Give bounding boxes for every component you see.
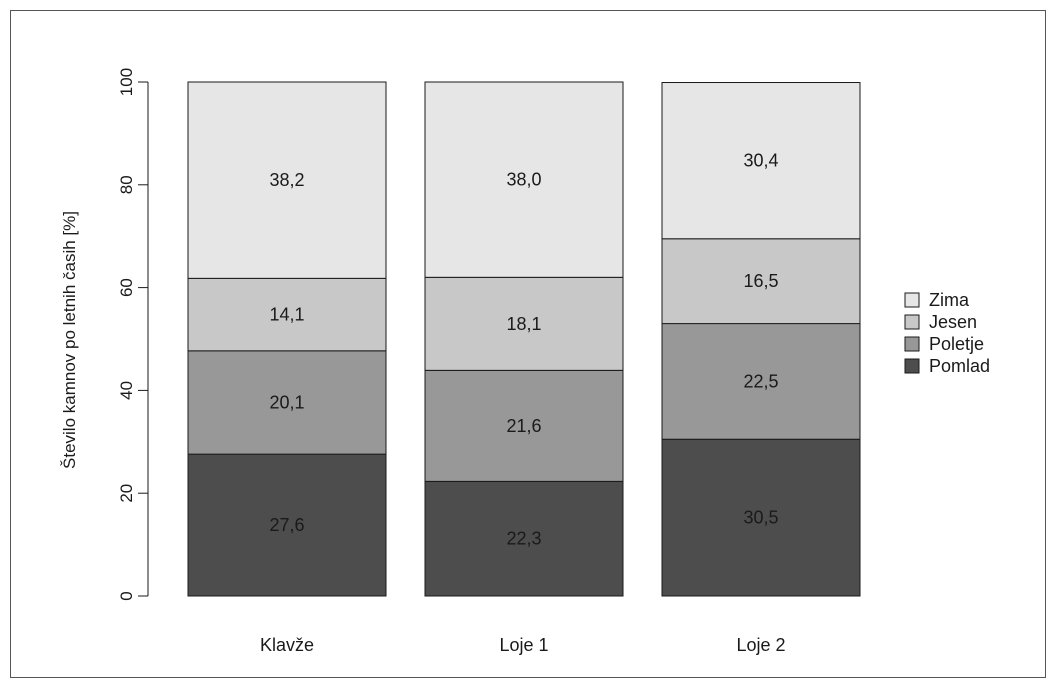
bar-segment: [187, 350, 387, 455]
data-label: 16,5: [743, 271, 778, 291]
bar-segment: [661, 323, 861, 440]
data-label: 21,6: [506, 416, 541, 436]
bar-segment: [424, 81, 624, 278]
y-tick-label: 80: [117, 175, 136, 194]
y-axis-label: Število kamnov po letnih časih [%]: [60, 211, 79, 469]
data-label: 38,0: [506, 170, 541, 190]
data-label: 14,1: [269, 305, 304, 325]
legend-swatch: [904, 314, 920, 330]
category-labels: Klavže Loje 1 Loje 2: [260, 635, 786, 655]
data-label: 27,6: [269, 515, 304, 535]
legend-item: Zima: [929, 290, 970, 310]
bar-segment: [187, 277, 387, 352]
y-tick-label: 60: [117, 278, 136, 297]
data-label: 22,5: [743, 371, 778, 391]
legend-swatch: [904, 358, 920, 374]
bar-segment: [661, 82, 861, 240]
data-label: 30,4: [743, 151, 778, 171]
data-label: 38,2: [269, 170, 304, 190]
x-tick-label: Loje 2: [736, 635, 785, 655]
bar-segment: [187, 453, 387, 597]
y-tick-label: 0: [117, 591, 136, 600]
legend-item: Pomlad: [929, 356, 990, 376]
data-label: 30,5: [743, 508, 778, 528]
y-axis: 0 20 40 60 80 100: [117, 68, 149, 601]
legend-item: Jesen: [929, 312, 977, 332]
data-label: 22,3: [506, 529, 541, 549]
bar-segment: [424, 276, 624, 371]
bar-segment: [424, 480, 624, 597]
data-label: 20,1: [269, 392, 304, 412]
legend-item: Poletje: [929, 334, 984, 354]
x-tick-label: Loje 1: [499, 635, 548, 655]
bar-segment: [661, 238, 861, 325]
x-tick-label: Klavže: [260, 635, 314, 655]
data-label: 18,1: [506, 314, 541, 334]
plot-frame: [10, 10, 1046, 678]
bar-segment: [187, 81, 387, 279]
y-tick-label: 40: [117, 381, 136, 400]
bar-segment: [424, 369, 624, 482]
bars: 27,6 20,1 14,1 38,2 22,3 21,6 18,1 38,0 30,5 22,5…: [187, 81, 861, 597]
legend-swatch: [904, 292, 920, 308]
y-tick-label: 100: [117, 68, 136, 96]
legend-swatch: [904, 336, 920, 352]
y-tick-label: 20: [117, 484, 136, 503]
